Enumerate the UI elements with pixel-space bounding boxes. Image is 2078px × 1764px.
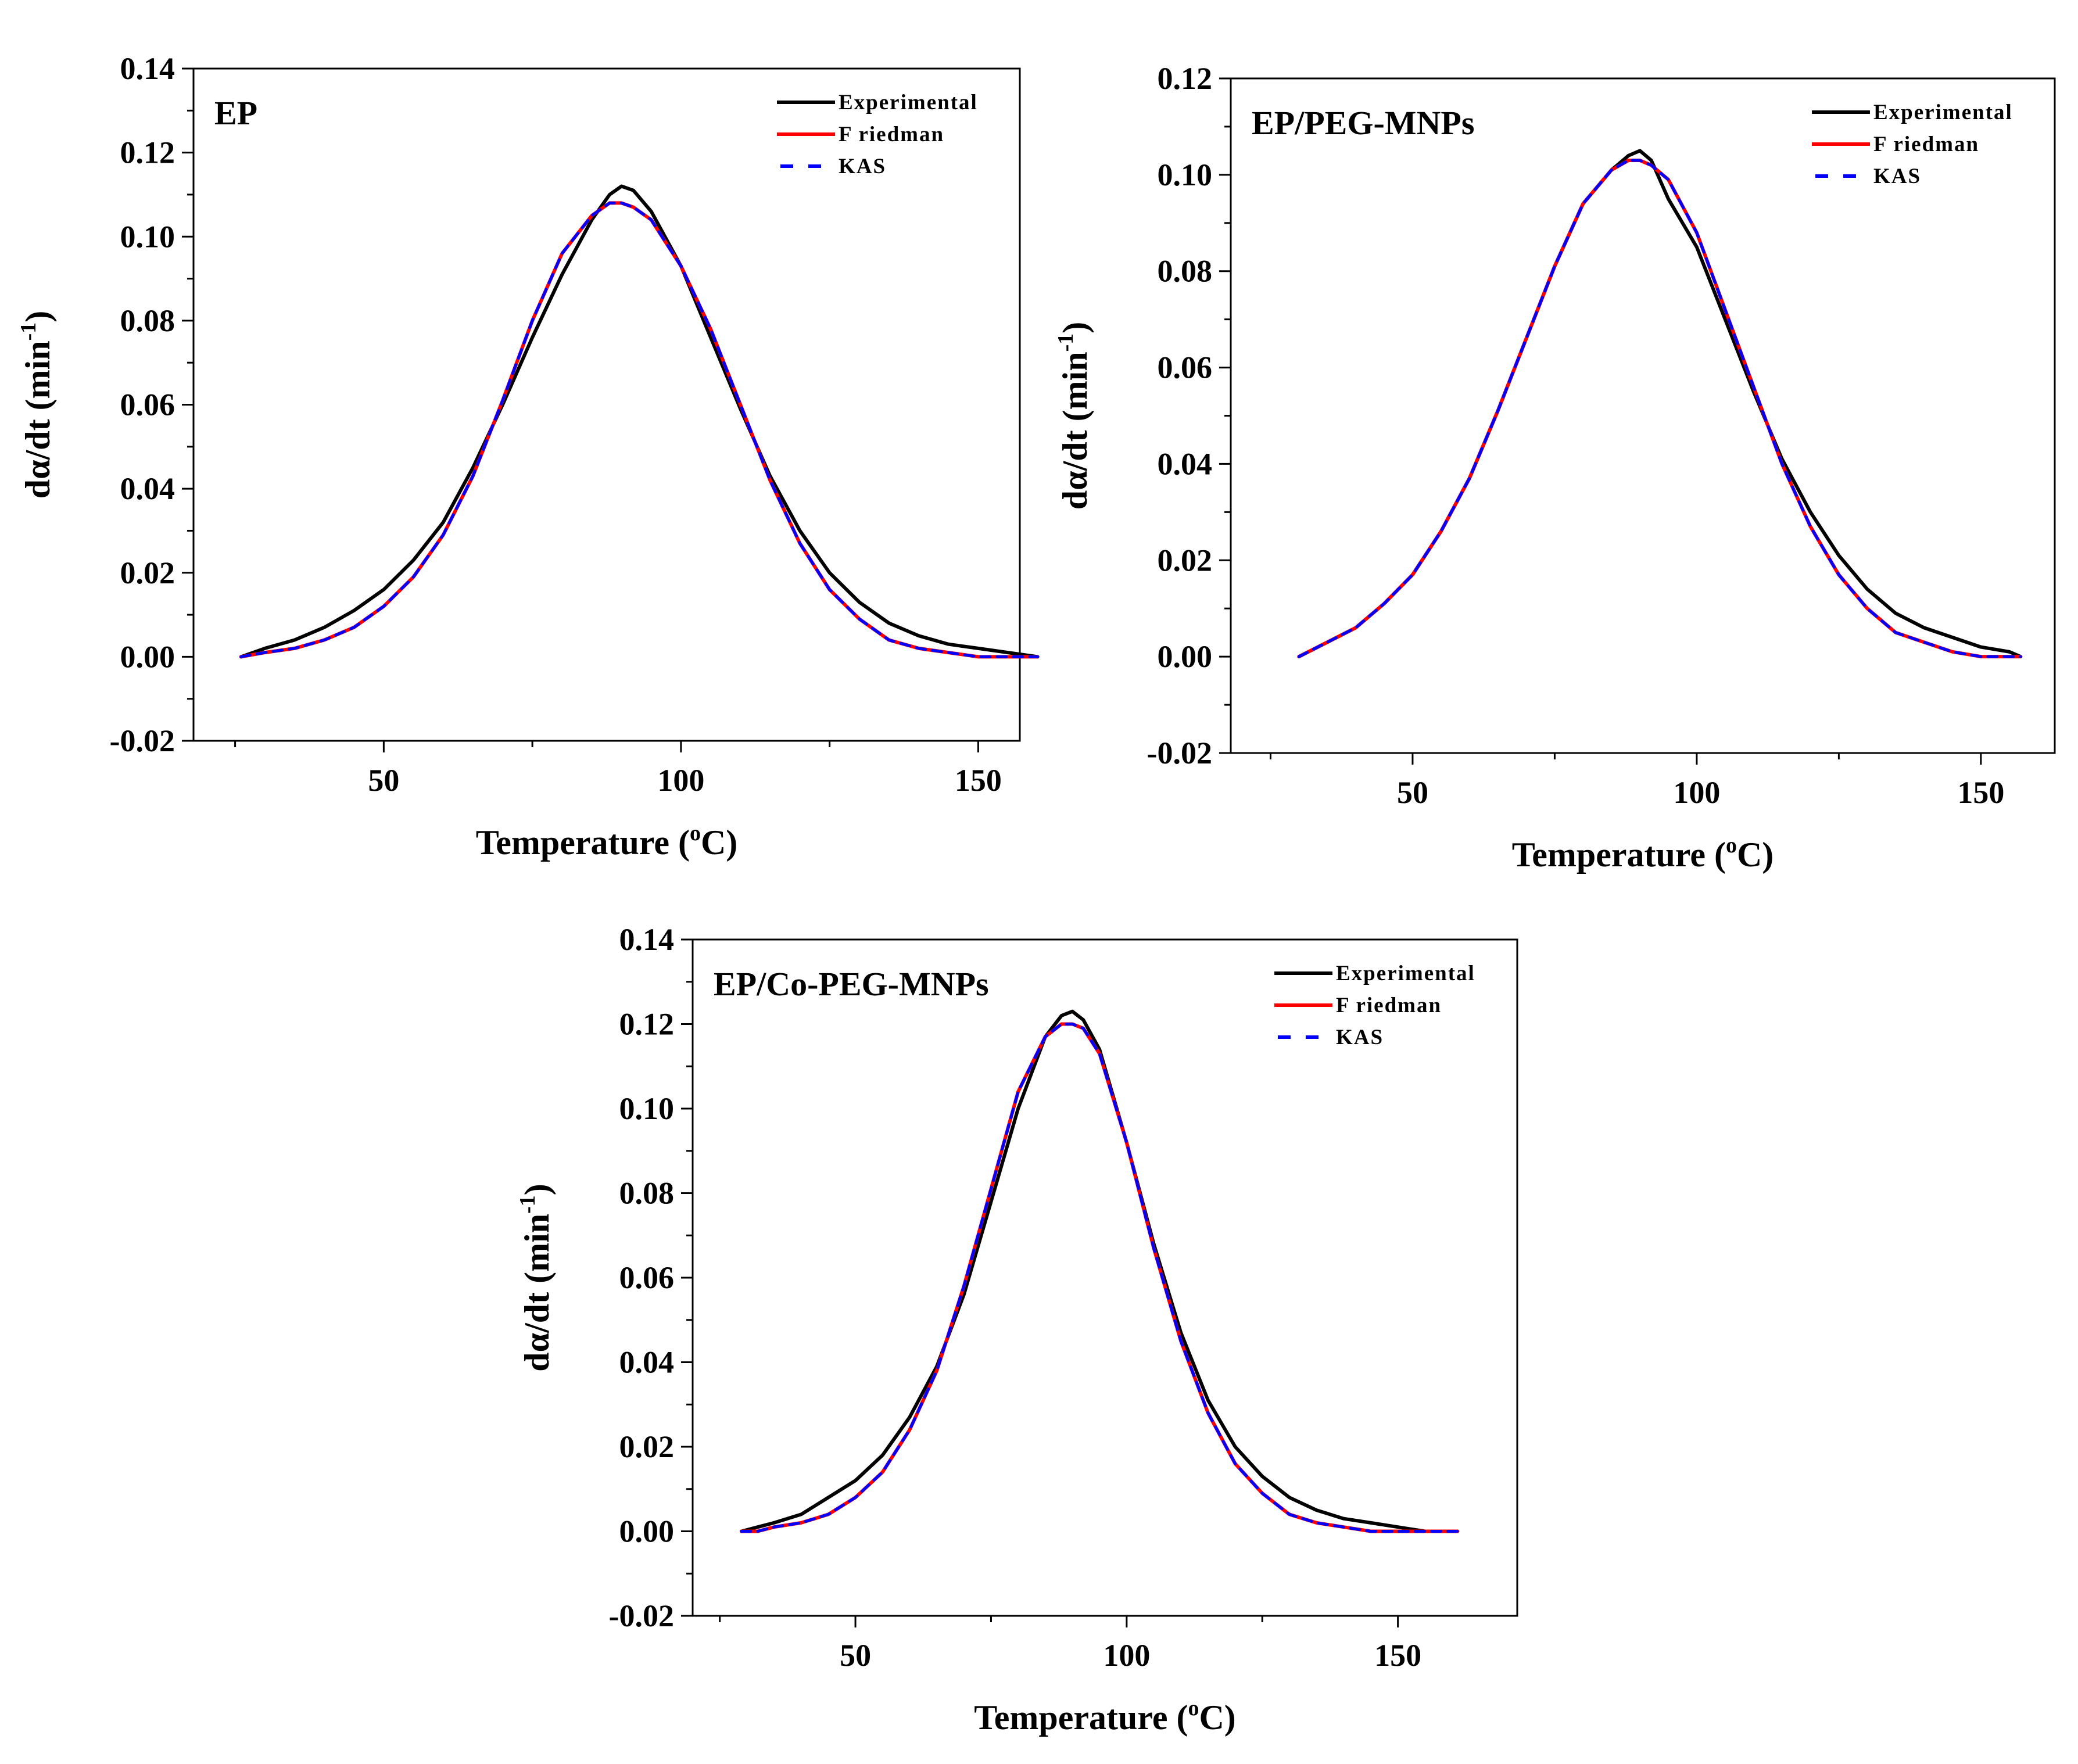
x-tick-label: 150 <box>1374 1638 1421 1673</box>
y-tick-label: -0.02 <box>1147 736 1212 770</box>
legend-label-kas: KAS <box>839 155 886 178</box>
y-tick-label: 0.10 <box>1158 157 1213 192</box>
x-axis-title: Temperature (oC) <box>974 1696 1236 1737</box>
x-tick-label: 100 <box>1673 775 1720 810</box>
x-axis-title-main: Temperature ( <box>1512 836 1726 874</box>
plot-frame <box>192 67 1021 742</box>
x-tick-label: 100 <box>1103 1638 1150 1673</box>
y-tick-label: 0.00 <box>619 1514 675 1549</box>
plot-frame <box>692 938 1518 1617</box>
y-tick-label: -0.02 <box>110 723 175 758</box>
y-tick-label: 0.10 <box>619 1091 675 1126</box>
panel-title: EP/PEG-MNPs <box>1252 104 1474 142</box>
y-tick-label: 0.12 <box>1158 61 1213 96</box>
y-axis-title-sup: -1 <box>515 1195 540 1214</box>
x-axis-title-main: Temperature ( <box>476 823 690 862</box>
y-tick-label: 0.00 <box>1158 639 1213 674</box>
y-tick-label: -0.02 <box>609 1598 674 1633</box>
legend-label-experimental: Experimental <box>1336 962 1475 985</box>
legend: Experimental F riedman KAS <box>1274 962 1475 1049</box>
series-line-experimental <box>740 1009 1460 1533</box>
panel-title: EP/Co-PEG-MNPs <box>714 965 989 1003</box>
y-axis-title: dα/dt (min-1) <box>16 311 57 499</box>
y-axis-title-close: ) <box>1056 322 1094 334</box>
x-axis-title-main: Temperature ( <box>974 1698 1188 1737</box>
series-line-kas <box>239 201 1040 658</box>
legend-label-experimental: Experimental <box>839 91 978 114</box>
x-axis-title: Temperature (oC) <box>1512 833 1774 874</box>
x-axis-title-unit: C) <box>1737 836 1774 874</box>
y-tick-label: 0.14 <box>619 922 675 957</box>
series-line-experimental <box>239 184 1040 659</box>
chart-panel-1: -0.02 0.00 0.02 0.04 0.06 0.08 0.10 0.12 0.14 50 1… <box>16 51 1040 862</box>
x-axis-title-unit: C) <box>1199 1698 1235 1737</box>
y-tick-label: 0.08 <box>619 1176 675 1211</box>
x-tick-label: 50 <box>1397 775 1428 810</box>
y-axis-title-main: dα/dt (min <box>518 1214 556 1372</box>
x-axis-title: Temperature (oC) <box>476 821 738 862</box>
legend-label-kas: KAS <box>1873 164 1921 188</box>
y-tick-label: 0.12 <box>120 135 175 170</box>
y-tick-label: 0.14 <box>120 51 175 86</box>
x-tick-label: 100 <box>657 763 704 798</box>
plot-frame <box>1230 77 2056 754</box>
y-axis-title-sup: -1 <box>16 322 41 341</box>
y-axis-title-main: dα/dt (min <box>1056 352 1094 510</box>
y-axis-title-sup: -1 <box>1054 334 1078 352</box>
chart-panel-3: -0.02 0.00 0.02 0.04 0.06 0.08 0.10 0.12 0.14 50 1… <box>515 922 1518 1737</box>
y-tick-label: 0.02 <box>1158 543 1213 578</box>
y-axis-title-main: dα/dt (min <box>19 340 57 499</box>
x-axis-title-sup: o <box>1188 1696 1199 1720</box>
y-tick-label: 0.12 <box>619 1007 675 1042</box>
x-tick-label: 150 <box>955 763 1002 798</box>
series-line-kas <box>1297 159 2022 658</box>
legend-label-friedman: F riedman <box>1336 994 1442 1017</box>
y-tick-label: 0.08 <box>1158 254 1213 289</box>
y-axis-title-close: ) <box>518 1184 556 1195</box>
legend-label-experimental: Experimental <box>1873 101 2013 124</box>
y-axis-title-close: ) <box>19 311 57 322</box>
y-tick-label: 0.04 <box>1158 446 1213 481</box>
x-tick-label: 50 <box>368 763 399 798</box>
series-line-friedman <box>740 1022 1460 1533</box>
y-tick-label: 0.06 <box>1158 350 1213 385</box>
x-axis-title-sup: o <box>690 821 701 845</box>
legend-label-kas: KAS <box>1336 1026 1384 1049</box>
legend: Experimental F riedman KAS <box>777 91 978 178</box>
y-tick-label: 0.08 <box>120 303 175 338</box>
y-tick-label: 0.02 <box>120 555 175 590</box>
y-tick-label: 0.04 <box>619 1345 675 1380</box>
panel-title: EP <box>214 94 257 132</box>
y-axis-title: dα/dt (min-1) <box>515 1184 556 1372</box>
x-tick-label: 50 <box>840 1638 871 1673</box>
x-tick-label: 150 <box>1957 775 2004 810</box>
chart-panel-2: -0.02 0.00 0.02 0.04 0.06 0.08 0.10 0.12 50 100 15… <box>1054 61 2056 874</box>
x-axis-title-unit: C) <box>701 823 737 862</box>
y-tick-label: 0.02 <box>619 1429 675 1464</box>
legend-label-friedman: F riedman <box>839 123 944 146</box>
series-line-kas <box>740 1023 1459 1533</box>
y-tick-label: 0.00 <box>120 639 175 674</box>
y-tick-label: 0.06 <box>120 388 175 422</box>
y-tick-label: 0.04 <box>120 471 175 506</box>
x-axis-title-sup: o <box>1726 833 1737 858</box>
y-axis-title: dα/dt (min-1) <box>1054 322 1094 510</box>
y-tick-label: 0.10 <box>120 219 175 254</box>
y-tick-label: 0.06 <box>619 1260 675 1295</box>
legend: Experimental F riedman KAS <box>1812 101 2013 188</box>
legend-label-friedman: F riedman <box>1873 132 1979 156</box>
series-line-friedman <box>239 201 1040 659</box>
